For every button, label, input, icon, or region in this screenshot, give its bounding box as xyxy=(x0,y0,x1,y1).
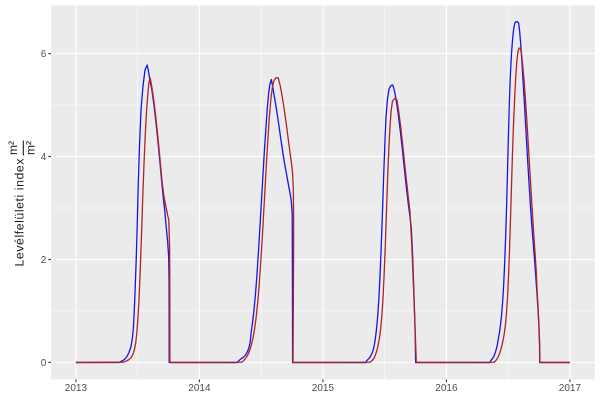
svg-text:m²: m² xyxy=(6,141,20,155)
svg-text:2017: 2017 xyxy=(559,383,582,394)
svg-text:4: 4 xyxy=(41,152,47,163)
svg-text:2: 2 xyxy=(41,255,47,266)
svg-text:m²: m² xyxy=(24,141,38,155)
svg-text:6: 6 xyxy=(41,49,47,60)
svg-text:2016: 2016 xyxy=(435,383,458,394)
svg-text:2014: 2014 xyxy=(188,383,211,394)
svg-text:2015: 2015 xyxy=(312,383,335,394)
svg-text:2013: 2013 xyxy=(65,383,88,394)
svg-text:Levélfelületi index: Levélfelületi index xyxy=(13,158,27,267)
svg-text:0: 0 xyxy=(41,358,47,369)
